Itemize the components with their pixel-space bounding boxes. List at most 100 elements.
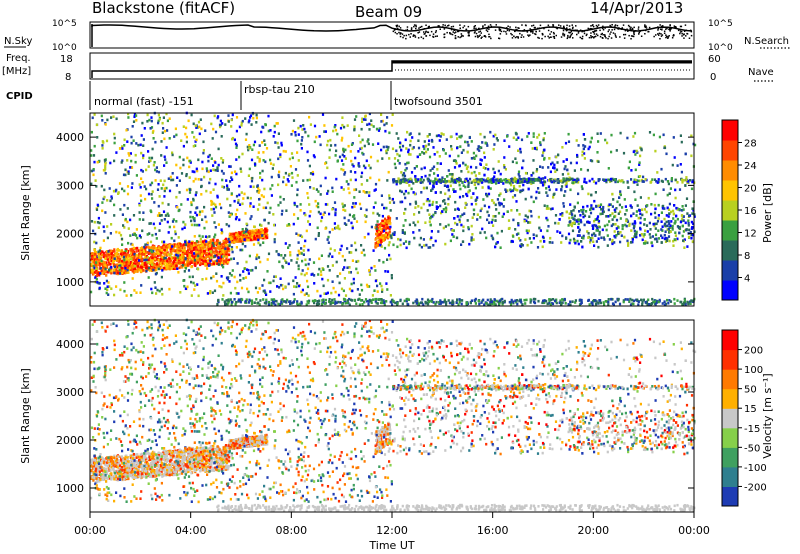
power-echo-cell <box>279 155 282 159</box>
nsearch-dot <box>526 31 529 33</box>
power-echo-cell <box>216 194 219 198</box>
power-echo-cell <box>311 172 315 176</box>
power-echo-cell <box>163 255 166 259</box>
nsearch-dot <box>621 28 623 30</box>
power-echo-cell <box>348 271 351 274</box>
power-echo-cell <box>328 230 331 234</box>
power-echo-cell <box>296 253 299 257</box>
power-echo-cell <box>123 226 126 229</box>
power-echo-cell <box>125 249 128 253</box>
nsearch-dot <box>487 25 490 28</box>
nsearch-dot <box>514 30 516 33</box>
power-echo-cell <box>660 220 663 223</box>
nsearch-dot <box>567 34 569 37</box>
nsearch-dot <box>532 30 534 33</box>
power-echo-cell <box>160 140 163 143</box>
nsearch-dot <box>668 28 670 31</box>
nsearch-dot <box>630 35 633 37</box>
power-echo-cell <box>123 251 127 254</box>
power-echo-cell <box>233 199 236 203</box>
power-echo-cell <box>278 260 281 264</box>
nsearch-dot <box>566 27 568 29</box>
power-echo-cell <box>324 227 327 230</box>
power-echo-cell <box>279 283 283 287</box>
power-echo-cell <box>648 131 652 134</box>
power-echo-cell <box>494 133 497 137</box>
power-echo-cell <box>221 122 224 125</box>
nsearch-dot <box>683 37 685 39</box>
power-echo-cell <box>230 274 233 277</box>
power-echo-cell <box>336 226 339 230</box>
power-echo-cell <box>176 205 179 209</box>
power-echo-cell <box>239 232 242 235</box>
power-echo-cell <box>225 179 228 182</box>
power-echo-cell <box>258 160 261 163</box>
power-echo-cell <box>259 171 262 175</box>
power-echo-cell <box>304 130 307 134</box>
power-echo-cell <box>227 224 231 228</box>
power-echo-cell <box>366 140 369 143</box>
power-echo-cell <box>349 150 352 153</box>
nsearch-dot <box>585 34 588 37</box>
power-echo-cell <box>409 143 412 147</box>
power-echo-cell <box>377 236 380 240</box>
power-echo-cell <box>211 243 214 247</box>
nsearch-dot <box>506 27 508 29</box>
power-echo-cell <box>132 246 135 250</box>
power-echo-cell <box>140 263 143 267</box>
power-echo-cell <box>577 192 580 196</box>
power-echo-cell <box>323 130 326 133</box>
power-echo-cell <box>120 266 123 270</box>
power-echo-cell <box>281 284 284 287</box>
power-echo-cell <box>103 158 106 162</box>
power-echo-cell <box>99 267 102 270</box>
nsearch-dot <box>427 26 430 28</box>
power-echo-cell <box>248 254 251 258</box>
power-echo-cell <box>304 263 307 267</box>
power-echo-cell <box>313 282 316 285</box>
power-echo-cell <box>123 203 126 207</box>
power-echo-cell <box>404 219 407 222</box>
nsky-label: N.Sky <box>4 36 32 47</box>
power-echo-cell <box>204 262 207 266</box>
power-echo-cell <box>267 281 271 285</box>
power-echo-cell <box>626 239 629 243</box>
nsearch-dot <box>633 30 636 33</box>
power-echo-cell <box>251 238 254 242</box>
power-echo-cell <box>215 254 219 257</box>
nsearch-dot <box>399 35 402 38</box>
power-echo-cell <box>159 262 162 265</box>
power-echo-cell <box>385 235 388 238</box>
nsearch-dot <box>488 33 490 36</box>
power-echo-cell <box>157 170 161 174</box>
power-echo-cell <box>230 171 233 175</box>
nsearch-dot <box>627 30 629 32</box>
power-echo-cell <box>130 186 133 189</box>
power-echo-cell <box>483 135 486 139</box>
power-echo-cell <box>118 231 121 235</box>
power-echo-cell <box>175 133 178 137</box>
power-echo-cell <box>178 155 181 159</box>
power-echo-cell <box>335 149 338 153</box>
power-echo-cell <box>373 189 376 192</box>
power-echo-cell <box>306 285 310 289</box>
power-echo-cell <box>96 160 99 164</box>
power-echo-cell <box>261 141 264 144</box>
power-echo-cell <box>299 203 302 206</box>
power-echo-cell <box>118 147 122 150</box>
power-echo-cell <box>288 172 291 176</box>
nsearch-dot <box>663 30 666 32</box>
power-echo-cell <box>319 212 322 216</box>
power-echo-cell <box>134 234 138 237</box>
power-echo-cell <box>388 219 391 222</box>
nsearch-dot <box>571 32 573 35</box>
power-echo-cell <box>220 285 223 289</box>
power-echo-cell <box>162 259 165 262</box>
nsearch-dot <box>682 34 685 36</box>
power-echo-cell <box>129 152 132 155</box>
power-echo-cell <box>369 155 373 159</box>
power-echo-cell <box>134 160 137 164</box>
power-echo-cell <box>654 227 657 230</box>
power-echo-cell <box>143 258 146 262</box>
power-echo-cell <box>135 268 138 272</box>
